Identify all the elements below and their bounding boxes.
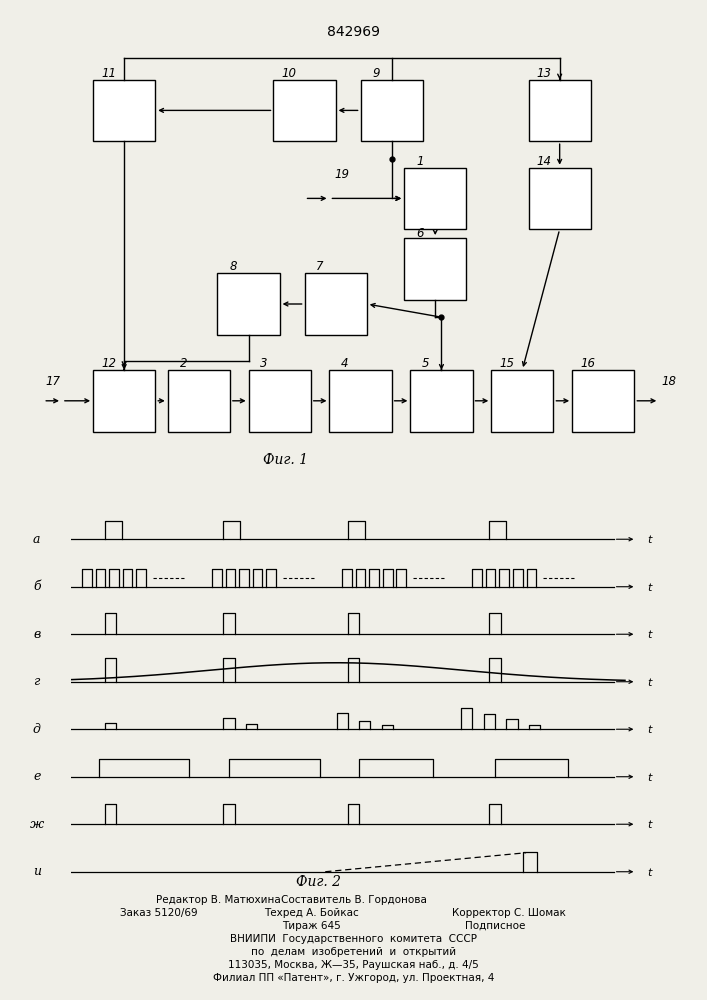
Text: а: а (33, 533, 40, 546)
Bar (572, 370, 634, 432)
Text: 18: 18 (661, 375, 676, 388)
Text: 19: 19 (334, 168, 349, 181)
Bar (274, 80, 336, 141)
Text: 6: 6 (416, 227, 423, 240)
Bar (410, 370, 472, 432)
Text: t: t (648, 535, 652, 545)
Text: 4: 4 (341, 357, 349, 370)
Bar (168, 370, 230, 432)
Text: Тираж 645: Тираж 645 (281, 921, 341, 931)
Text: 842969: 842969 (327, 25, 380, 39)
Text: 113035, Москва, Ж—35, Раушская наб., д. 4/5: 113035, Москва, Ж—35, Раушская наб., д. … (228, 960, 479, 970)
Text: ж: ж (30, 818, 44, 831)
Text: в: в (33, 628, 40, 641)
Text: е: е (33, 770, 40, 783)
Text: Техред А. Бойкас: Техред А. Бойкас (264, 908, 358, 918)
Bar (329, 370, 392, 432)
Text: Корректор С. Шомак: Корректор С. Шомак (452, 908, 566, 918)
Bar (529, 168, 591, 229)
Text: г: г (33, 675, 40, 688)
Text: 16: 16 (580, 357, 595, 370)
Text: 13: 13 (537, 67, 551, 80)
Bar (93, 80, 156, 141)
Text: 8: 8 (229, 260, 237, 273)
Bar (305, 273, 367, 335)
Text: t: t (648, 630, 652, 640)
Text: 5: 5 (422, 357, 430, 370)
Text: Подписное: Подписное (464, 921, 525, 931)
Text: 12: 12 (101, 357, 116, 370)
Text: 17: 17 (45, 375, 60, 388)
Text: t: t (648, 725, 652, 735)
Text: б: б (33, 580, 40, 593)
Text: 7: 7 (316, 260, 324, 273)
Text: Редактор В. Матюхина: Редактор В. Матюхина (156, 895, 280, 905)
Bar (249, 370, 311, 432)
Text: д: д (33, 723, 41, 736)
Text: 15: 15 (499, 357, 514, 370)
Bar (404, 238, 467, 300)
Text: ВНИИПИ  Государственного  комитета  СССР: ВНИИПИ Государственного комитета СССР (230, 934, 477, 944)
Text: Заказ 5120/69: Заказ 5120/69 (120, 908, 198, 918)
Bar (529, 80, 591, 141)
Bar (404, 168, 467, 229)
Text: t: t (648, 868, 652, 878)
Bar (93, 370, 156, 432)
Text: t: t (648, 820, 652, 830)
Bar (491, 370, 554, 432)
Text: 11: 11 (101, 67, 116, 80)
Text: Составитель В. Гордонова: Составитель В. Гордонова (281, 895, 426, 905)
Text: Филиал ПП «Патент», г. Ужгород, ул. Проектная, 4: Филиал ПП «Патент», г. Ужгород, ул. Прое… (213, 973, 494, 983)
Text: и: и (33, 865, 41, 878)
Text: 3: 3 (260, 357, 268, 370)
Bar (361, 80, 423, 141)
Text: по  делам  изобретений  и  открытий: по делам изобретений и открытий (251, 947, 456, 957)
Text: 9: 9 (373, 67, 380, 80)
Text: t: t (648, 678, 652, 688)
Bar (218, 273, 280, 335)
Text: 10: 10 (281, 67, 296, 80)
Text: 14: 14 (537, 155, 551, 168)
Text: 1: 1 (416, 155, 423, 168)
Text: t: t (648, 583, 652, 593)
Text: Фиг. 1: Фиг. 1 (264, 453, 308, 467)
Text: t: t (648, 773, 652, 783)
Text: 2: 2 (180, 357, 187, 370)
Text: Фиг. 2: Фиг. 2 (296, 875, 341, 889)
